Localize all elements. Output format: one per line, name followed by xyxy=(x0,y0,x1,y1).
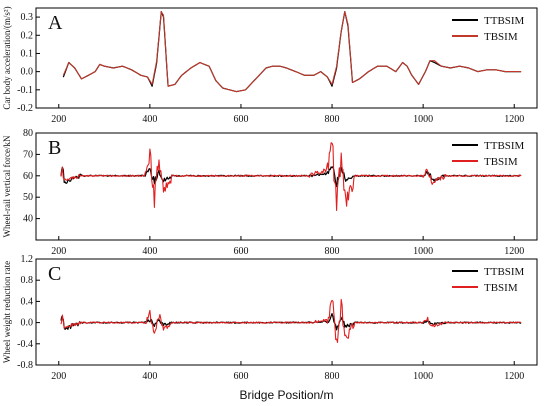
y-tick-label: 0.0 xyxy=(21,67,34,78)
plot-frame xyxy=(35,132,538,241)
x-tick-label: 600 xyxy=(233,114,248,125)
y-tick-label: 60 xyxy=(23,171,33,182)
series-line-tbsim xyxy=(62,11,522,93)
x-tick-label: 1200 xyxy=(504,371,524,382)
x-tick-label: 400 xyxy=(142,114,157,125)
panel-b: 200 400 600 800 1000 1200 40 50 60 70 80 Wheel-rail… xyxy=(2,128,538,257)
panel-a: 200 400 600 800 1000 1200 -0.2 -0.1 0.0 0.1 0.2 0.3… xyxy=(2,6,538,125)
y-tick-label: -0.1 xyxy=(17,85,33,96)
y-tick-label: 50 xyxy=(23,192,33,203)
x-tick-label: 200 xyxy=(51,114,66,125)
panel-letter: A xyxy=(48,12,63,34)
y-tick-label: 1.2 xyxy=(21,254,34,265)
legend-label: TTBSIM xyxy=(484,15,525,27)
panel-c: 200 400 600 800 1000 1200 -0.8 -0.4 0.0 0.4 0.8 1.2… xyxy=(2,254,538,402)
x-tick-label: 400 xyxy=(142,371,157,382)
y-tick-label: 40 xyxy=(23,214,33,225)
series-line-tbsim xyxy=(60,142,522,212)
x-tick-label: 1200 xyxy=(504,246,524,257)
x-tick-label: 1200 xyxy=(504,114,524,125)
x-tick-label: 600 xyxy=(233,371,248,382)
x-tick-label: 1000 xyxy=(413,114,433,125)
y-tick-label: 0.8 xyxy=(21,275,34,286)
y-axis-label: Wheel weight reduction rate xyxy=(2,261,12,363)
panel-letter: C xyxy=(48,263,61,285)
x-tick-label: 800 xyxy=(325,114,340,125)
y-tick-label: 0.0 xyxy=(21,318,34,329)
legend-label: TBSIM xyxy=(484,156,518,168)
y-tick-label: 0.3 xyxy=(21,12,34,23)
panel-letter: B xyxy=(48,137,61,159)
x-tick-label: 400 xyxy=(142,246,157,257)
y-tick-label: -0.2 xyxy=(17,103,33,114)
y-tick-label: 0.2 xyxy=(21,30,34,41)
y-axis-label: Wheel-rail vertical force/kN xyxy=(2,135,12,237)
x-tick-label: 200 xyxy=(51,246,66,257)
y-tick-label: -0.4 xyxy=(17,339,33,350)
plot-frame xyxy=(35,7,538,109)
x-tick-label: 800 xyxy=(325,246,340,257)
legend-label: TTBSIM xyxy=(484,266,525,278)
x-tick-label: 1000 xyxy=(413,246,433,257)
series-line-tbsim xyxy=(60,298,522,343)
y-tick-label: 70 xyxy=(23,149,33,160)
y-tick-label: -0.8 xyxy=(17,360,33,371)
series-line-ttbsim xyxy=(62,11,522,93)
x-tick-label: 800 xyxy=(325,371,340,382)
x-tick-label: 1000 xyxy=(413,371,433,382)
y-tick-label: 0.4 xyxy=(21,296,34,307)
x-tick-label: 600 xyxy=(233,246,248,257)
y-tick-label: 0.1 xyxy=(21,48,34,59)
x-axis-label: Bridge Position/m xyxy=(239,388,333,402)
series-line-ttbsim xyxy=(60,166,522,188)
y-tick-label: 80 xyxy=(23,128,33,139)
y-axis-label: Car body acceleration/(m/s²) xyxy=(2,6,12,109)
x-tick-label: 200 xyxy=(51,371,66,382)
legend-label: TTBSIM xyxy=(484,140,525,152)
plot-frame xyxy=(35,258,538,366)
legend-label: TBSIM xyxy=(484,282,518,294)
legend-label: TBSIM xyxy=(484,31,518,43)
